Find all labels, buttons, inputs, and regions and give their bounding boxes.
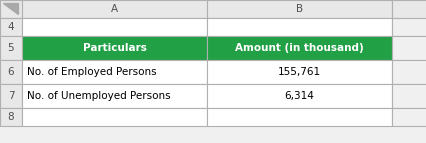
Text: B: B	[295, 4, 302, 14]
Bar	[207, 0, 391, 18]
Bar	[0, 18, 22, 36]
Text: 7: 7	[8, 91, 14, 101]
Bar	[391, 18, 426, 36]
Text: Amount (in thousand): Amount (in thousand)	[235, 43, 363, 53]
Bar	[22, 84, 207, 108]
Bar	[391, 36, 426, 60]
Bar	[207, 36, 391, 60]
Bar	[207, 108, 391, 126]
Bar	[22, 0, 207, 18]
Bar	[0, 0, 22, 18]
Text: 155,761: 155,761	[277, 67, 320, 77]
Bar	[22, 18, 207, 36]
Text: No. of Employed Persons: No. of Employed Persons	[27, 67, 156, 77]
Bar	[391, 0, 426, 18]
Bar	[391, 108, 426, 126]
Bar	[391, 60, 426, 84]
Text: No. of Unemployed Persons: No. of Unemployed Persons	[27, 91, 170, 101]
Text: 6: 6	[8, 67, 14, 77]
Bar	[22, 60, 207, 84]
Bar	[0, 108, 22, 126]
Bar	[207, 18, 391, 36]
Bar	[0, 36, 22, 60]
Bar	[207, 60, 391, 84]
Bar	[0, 84, 22, 108]
Bar	[22, 108, 207, 126]
Text: A: A	[111, 4, 118, 14]
Bar	[207, 84, 391, 108]
Text: 6,314: 6,314	[284, 91, 314, 101]
Text: 8: 8	[8, 112, 14, 122]
Text: Particulars: Particulars	[82, 43, 146, 53]
Bar	[391, 84, 426, 108]
Bar	[0, 60, 22, 84]
Bar	[22, 36, 207, 60]
Text: 4: 4	[8, 22, 14, 32]
Text: 5: 5	[8, 43, 14, 53]
Polygon shape	[3, 3, 18, 14]
